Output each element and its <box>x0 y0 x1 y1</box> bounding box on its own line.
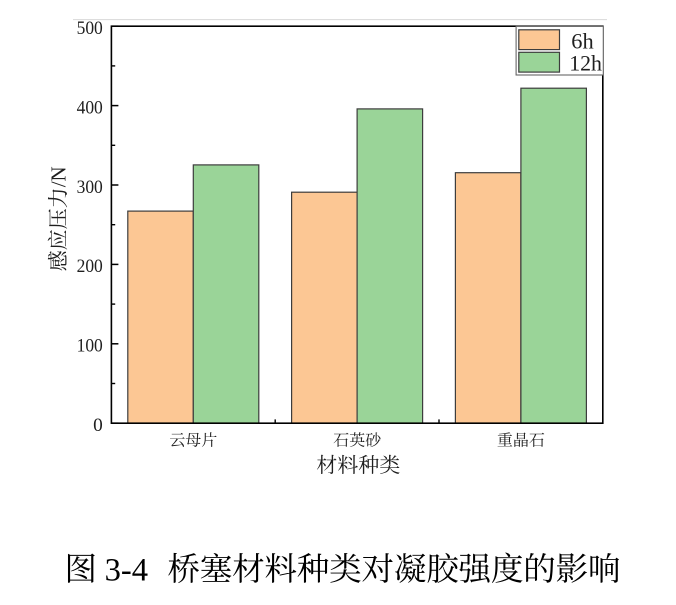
svg-text:/N: /N <box>47 166 71 187</box>
svg-text:400: 400 <box>77 97 103 118</box>
svg-text:100: 100 <box>77 336 103 357</box>
svg-text:500: 500 <box>77 18 103 39</box>
svg-text:0: 0 <box>93 415 103 436</box>
svg-text:200: 200 <box>77 256 103 277</box>
svg-text:300: 300 <box>77 177 103 198</box>
svg-text:12h: 12h <box>569 50 602 75</box>
svg-text:6h: 6h <box>571 29 593 54</box>
svg-text:3-4: 3-4 <box>105 552 148 588</box>
